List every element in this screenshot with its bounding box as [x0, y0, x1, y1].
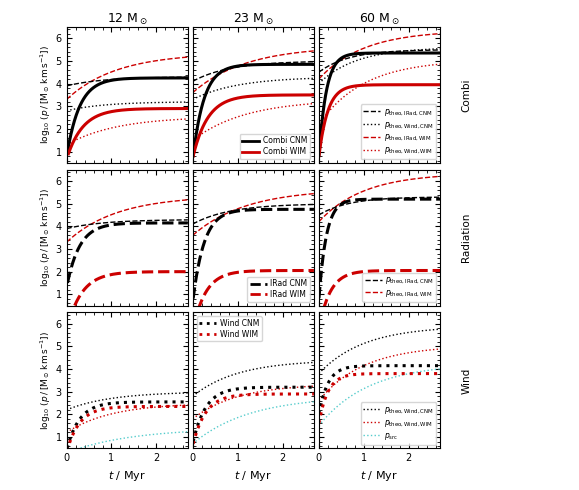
Legend: $p_{\rm theo,Wind,CNM}$, $p_{\rm theo,Wind,WIM}$, $p_{\rm src}$: $p_{\rm theo,Wind,CNM}$, $p_{\rm theo,Wi… — [361, 402, 436, 444]
Text: Combi: Combi — [461, 78, 471, 112]
Legend: $p_{\rm theo,IRad,CNM}$, $p_{\rm theo,IRad,WIM}$: $p_{\rm theo,IRad,CNM}$, $p_{\rm theo,IR… — [362, 272, 436, 302]
Text: Radiation: Radiation — [461, 213, 471, 262]
X-axis label: $t$ / Myr: $t$ / Myr — [360, 469, 398, 483]
Legend: IRad CNM, IRad WIM: IRad CNM, IRad WIM — [247, 276, 310, 302]
Y-axis label: $\log_{10}\,(p\,/\,[{\rm M}_\odot\,{\rm km\,s}^{-1}])$: $\log_{10}\,(p\,/\,[{\rm M}_\odot\,{\rm … — [38, 331, 53, 430]
Title: 12 M$_\odot$: 12 M$_\odot$ — [107, 12, 148, 27]
Legend: Combi CNM, Combi WIM: Combi CNM, Combi WIM — [240, 134, 310, 159]
Legend: $p_{\rm theo,IRad,CNM}$, $p_{\rm theo,Wind,CNM}$, $p_{\rm theo,IRad,WIM}$, $p_{\: $p_{\rm theo,IRad,CNM}$, $p_{\rm theo,Wi… — [361, 104, 436, 159]
Title: 60 M$_\odot$: 60 M$_\odot$ — [359, 12, 400, 27]
Y-axis label: $\log_{10}\,(p\,/\,[{\rm M}_\odot\,{\rm km\,s}^{-1}])$: $\log_{10}\,(p\,/\,[{\rm M}_\odot\,{\rm … — [38, 46, 53, 145]
Y-axis label: $\log_{10}\,(p\,/\,[{\rm M}_\odot\,{\rm km\,s}^{-1}])$: $\log_{10}\,(p\,/\,[{\rm M}_\odot\,{\rm … — [38, 188, 53, 287]
Text: Wind: Wind — [461, 368, 471, 393]
X-axis label: $t$ / Myr: $t$ / Myr — [108, 469, 146, 483]
Legend: Wind CNM, Wind WIM: Wind CNM, Wind WIM — [196, 316, 262, 342]
Title: 23 M$_\odot$: 23 M$_\odot$ — [233, 12, 274, 27]
X-axis label: $t$ / Myr: $t$ / Myr — [234, 469, 272, 483]
